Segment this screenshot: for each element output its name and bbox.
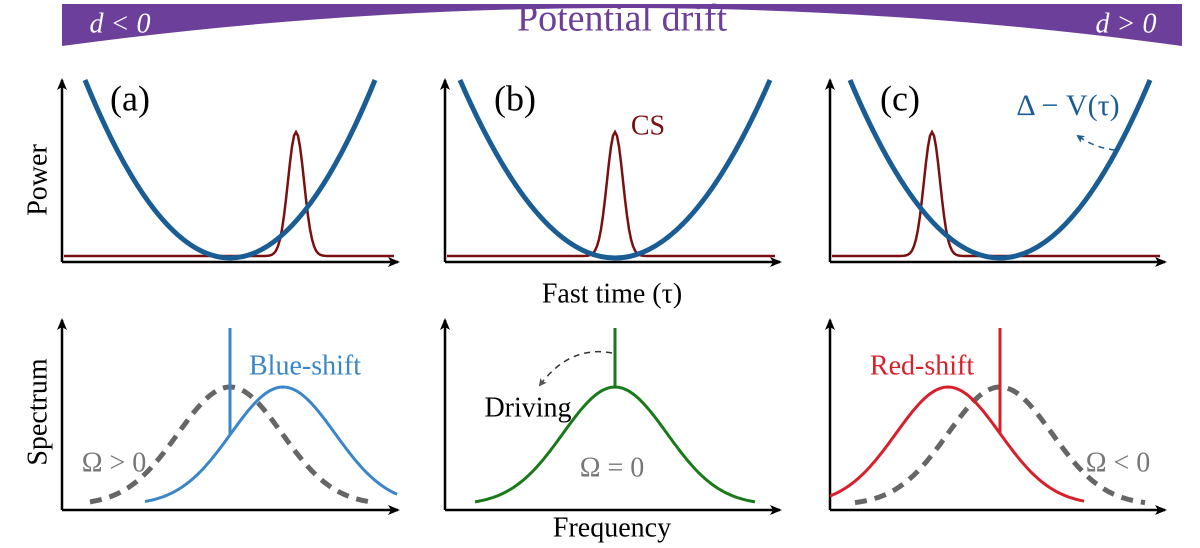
annotation-arrow xyxy=(1076,134,1116,151)
panel-label: (c) xyxy=(880,78,920,118)
y-label: Power xyxy=(22,144,53,216)
banner-right: d > 0 xyxy=(1096,8,1157,39)
panel-label: (b) xyxy=(494,78,536,118)
annotation-arrow xyxy=(538,350,613,387)
potential-label: Δ − V(τ) xyxy=(1016,89,1119,122)
shift-label: Red-shift xyxy=(870,350,974,381)
spectrum xyxy=(829,385,1085,503)
potential xyxy=(82,79,378,261)
x-label: Frequency xyxy=(553,512,671,543)
y-label: Spectrum xyxy=(22,358,53,466)
banner-title: Potential drift xyxy=(517,0,727,40)
banner xyxy=(62,4,1182,46)
omega-label: Ω = 0 xyxy=(580,452,645,483)
reference-spectrum xyxy=(89,384,375,505)
x-label: Fast time (τ) xyxy=(542,278,682,309)
omega-label: Ω < 0 xyxy=(1086,447,1151,478)
panel-label: (a) xyxy=(110,78,150,118)
driving-label: Driving xyxy=(484,392,571,423)
potential xyxy=(847,79,1153,261)
banner-left: d < 0 xyxy=(90,8,151,39)
curves xyxy=(64,79,1160,506)
soliton xyxy=(447,129,775,258)
omega-label: Ω > 0 xyxy=(82,447,147,478)
spectrum xyxy=(144,385,398,503)
reference-spectrum xyxy=(854,384,1146,506)
axes xyxy=(57,78,1167,515)
potential xyxy=(457,79,773,261)
shift-label: Blue-shift xyxy=(249,350,361,381)
soliton-label: CS xyxy=(631,110,665,141)
